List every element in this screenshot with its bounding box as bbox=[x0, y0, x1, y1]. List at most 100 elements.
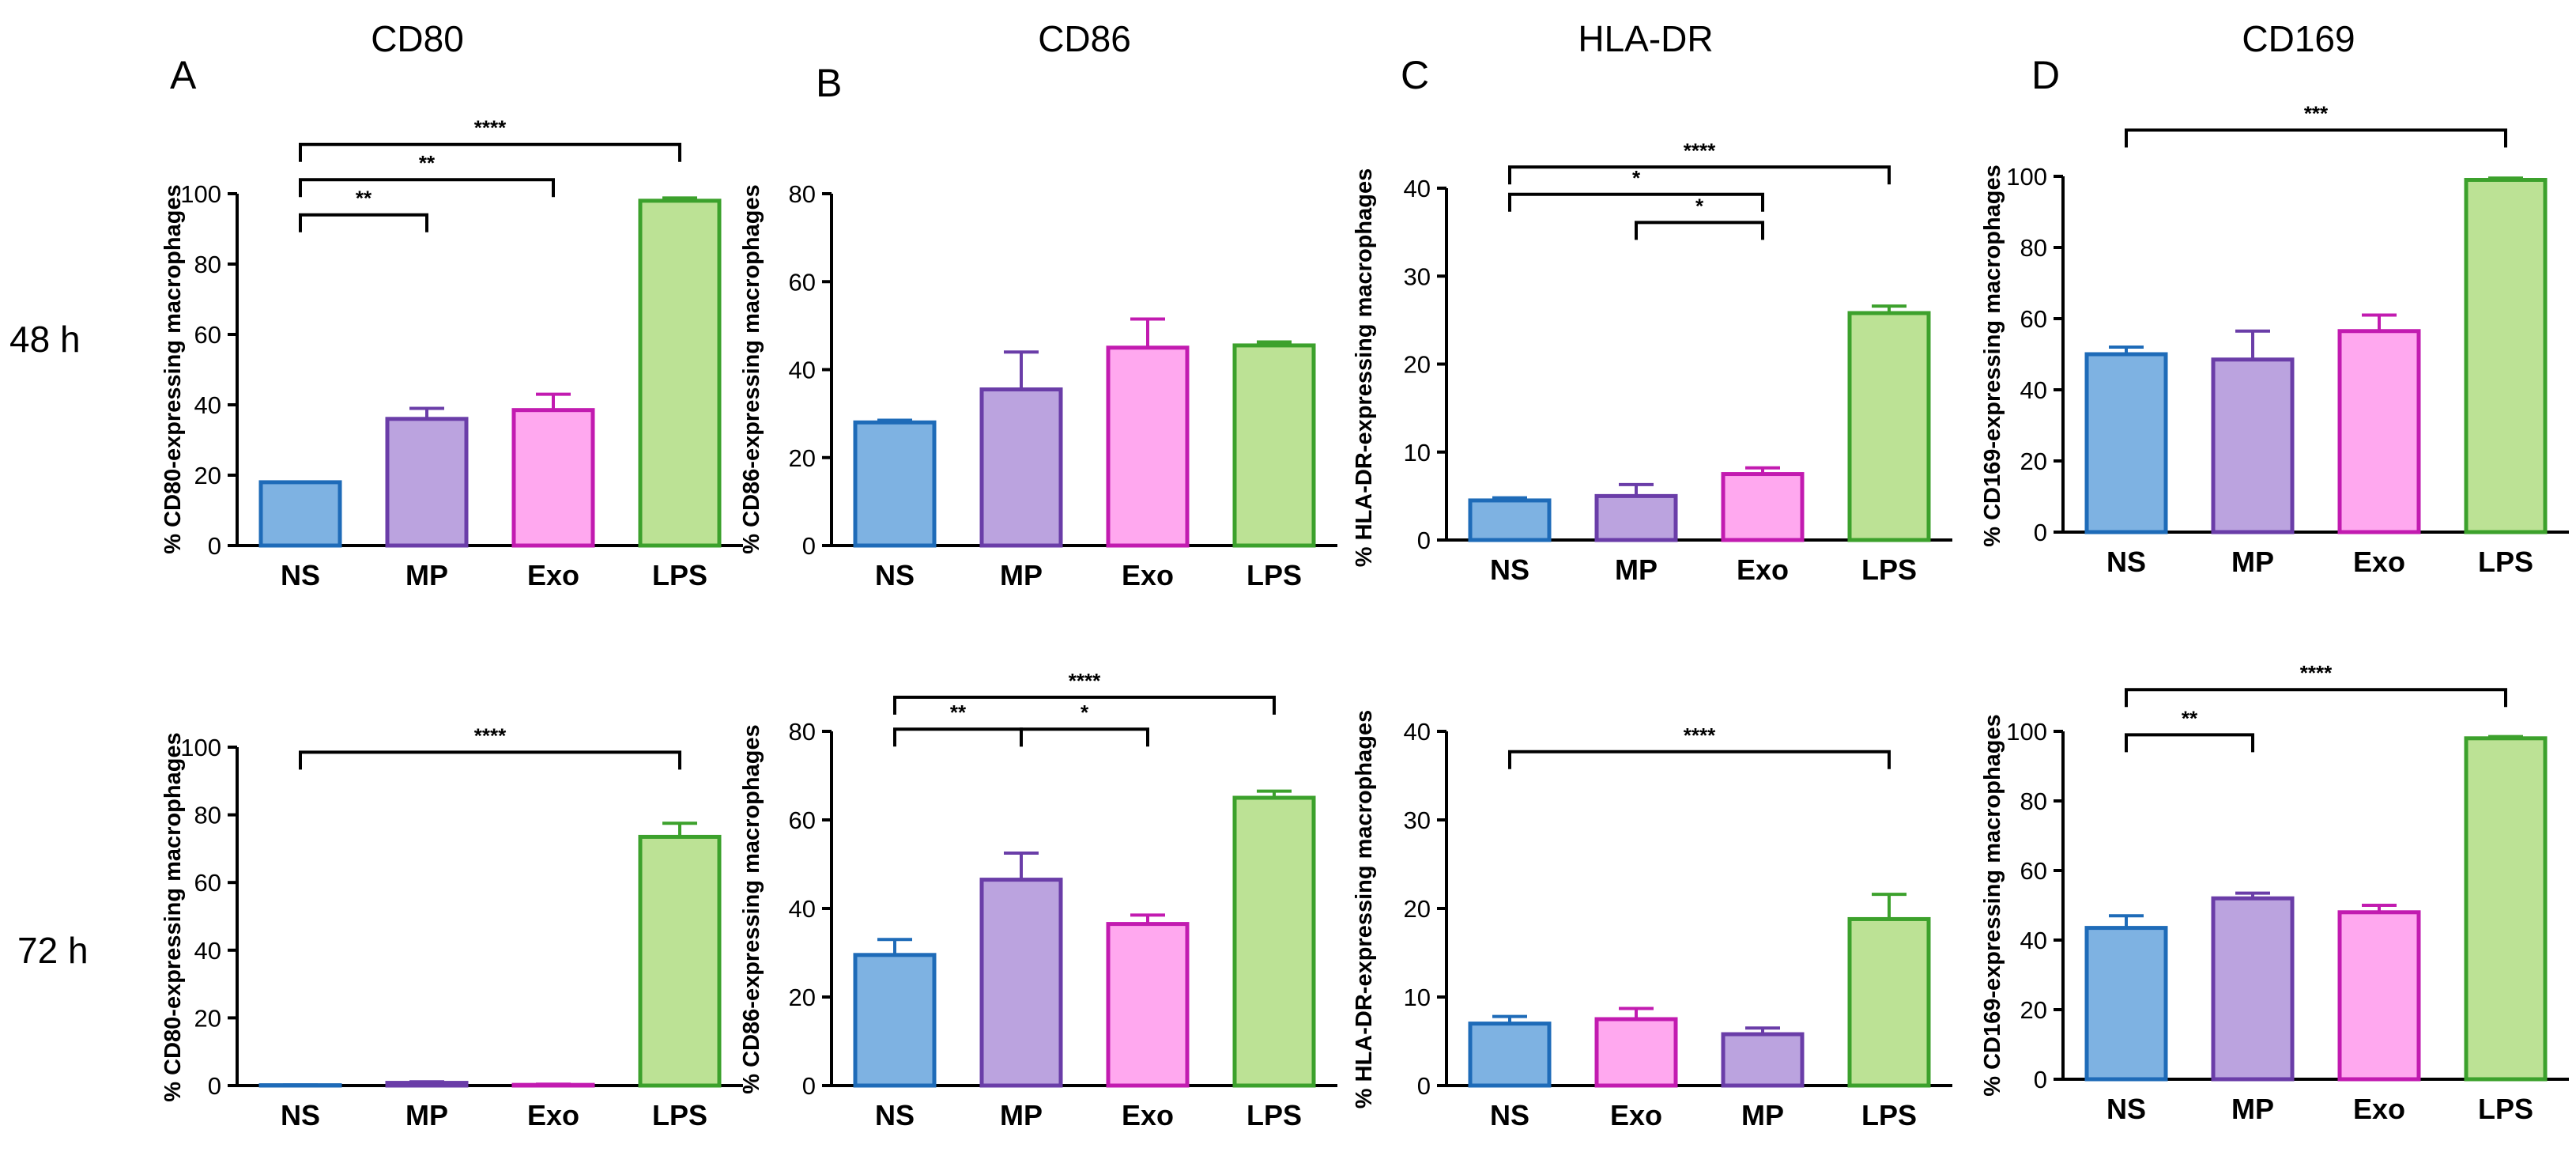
category-label-ns: NS bbox=[281, 559, 320, 591]
y-tick-label: 40 bbox=[1404, 175, 1431, 202]
y-axis-label: % CD80-expressing macrophages bbox=[160, 184, 186, 553]
category-label-lps: LPS bbox=[652, 559, 707, 591]
y-tick-label: 20 bbox=[2020, 996, 2047, 1024]
bar-ns bbox=[2084, 352, 2168, 534]
y-tick-label: 80 bbox=[789, 180, 816, 208]
y-tick-label: 0 bbox=[802, 1072, 816, 1100]
y-tick-label: 60 bbox=[789, 806, 816, 834]
significance-bracket bbox=[299, 750, 681, 770]
bar-lps bbox=[638, 834, 722, 1088]
bar-ns bbox=[853, 953, 937, 1088]
y-tick-label: 40 bbox=[789, 895, 816, 923]
bar-ns bbox=[853, 420, 937, 548]
category-label-lps: LPS bbox=[652, 1099, 707, 1131]
category-label-lps: LPS bbox=[1861, 553, 1917, 586]
significance-label: * bbox=[1632, 166, 1641, 190]
significance-bracket bbox=[893, 695, 1276, 715]
category-label-mp: MP bbox=[1615, 553, 1658, 586]
panel-d-letter: D bbox=[2031, 53, 2060, 97]
bar-mp bbox=[1594, 493, 1678, 542]
significance-bracket bbox=[2125, 733, 2254, 753]
y-tick-label: 10 bbox=[1404, 439, 1431, 466]
category-label-exo: Exo bbox=[1610, 1099, 1662, 1131]
bar-mp bbox=[979, 878, 1063, 1088]
significance-label: **** bbox=[1684, 723, 1716, 747]
bar-mp bbox=[979, 387, 1063, 548]
significance-bracket bbox=[2125, 128, 2507, 148]
bar-lps bbox=[1232, 795, 1316, 1088]
y-tick-label: 100 bbox=[2006, 718, 2047, 746]
category-label-lps: LPS bbox=[2478, 1093, 2533, 1125]
significance-label: **** bbox=[2300, 661, 2333, 685]
bar-lps bbox=[638, 198, 722, 548]
category-label-ns: NS bbox=[875, 1099, 915, 1131]
category-label-exo: Exo bbox=[2353, 546, 2405, 578]
significance-label: **** bbox=[1684, 138, 1716, 162]
significance-bracket bbox=[2125, 688, 2507, 708]
bar-ns bbox=[1468, 498, 1552, 542]
chart-cd86-48h: 0 20 40 60 80 % CD86-expressing macrophages NS… bbox=[739, 180, 1337, 591]
significance-bracket bbox=[299, 142, 681, 162]
category-label-ns: NS bbox=[2106, 546, 2146, 578]
y-tick-label: 20 bbox=[789, 984, 816, 1011]
y-tick-label: 40 bbox=[194, 391, 221, 419]
y-tick-label: 20 bbox=[789, 444, 816, 472]
significance-bracket bbox=[1508, 192, 1764, 212]
significance-bracket bbox=[1020, 727, 1149, 747]
y-tick-label: 100 bbox=[180, 734, 221, 761]
y-tick-label: 80 bbox=[194, 802, 221, 829]
chart-cd169-48h: 0 20 40 60 80 100% CD169-expressing macrophag… bbox=[1980, 102, 2569, 578]
y-tick-label: 80 bbox=[2020, 234, 2047, 262]
category-label-lps: LPS bbox=[1247, 559, 1302, 591]
bar-exo bbox=[1106, 922, 1190, 1088]
y-tick-label: 40 bbox=[789, 357, 816, 384]
category-label-exo: Exo bbox=[1122, 559, 1174, 591]
row-label-48h: 48 h bbox=[9, 319, 81, 360]
y-tick-label: 80 bbox=[194, 251, 221, 278]
category-label-exo: Exo bbox=[527, 1099, 579, 1131]
category-label-mp: MP bbox=[2231, 546, 2274, 578]
chart-cd80-72h: 0 20 40 60 80 100% CD80-expressing macrophage… bbox=[160, 723, 743, 1131]
y-tick-label: 30 bbox=[1404, 262, 1431, 290]
category-label-mp: MP bbox=[1000, 1099, 1043, 1131]
bar-ns bbox=[2084, 926, 2168, 1082]
significance-bracket bbox=[299, 178, 555, 198]
panel-b-letter: B bbox=[816, 61, 842, 105]
significance-label: * bbox=[1695, 194, 1704, 217]
panel-d-title: CD169 bbox=[2242, 18, 2355, 59]
category-label-mp: MP bbox=[1000, 559, 1043, 591]
significance-label: * bbox=[1081, 701, 1089, 724]
category-label-mp: MP bbox=[2231, 1093, 2274, 1125]
panel-b-title: CD86 bbox=[1038, 18, 1131, 59]
bar-mp bbox=[385, 417, 469, 548]
bar-exo bbox=[511, 408, 595, 548]
significance-label: **** bbox=[1069, 669, 1101, 693]
bar-lps bbox=[1232, 343, 1316, 548]
bar-exo bbox=[2337, 910, 2421, 1082]
y-tick-label: 60 bbox=[194, 321, 221, 349]
y-tick-label: 0 bbox=[208, 1072, 221, 1100]
chart-hladr-48h: 0 10 20 30 40 % HLA-DR-expressing macrophages… bbox=[1352, 138, 1952, 586]
bar-mp bbox=[2211, 896, 2295, 1082]
y-tick-label: 0 bbox=[1417, 527, 1431, 554]
bar-mp bbox=[2211, 357, 2295, 534]
category-label-exo: Exo bbox=[1737, 553, 1789, 586]
y-tick-label: 10 bbox=[1404, 984, 1431, 1011]
y-tick-label: 30 bbox=[1404, 806, 1431, 834]
bar-ns bbox=[258, 480, 342, 548]
significance-label: **** bbox=[474, 723, 507, 747]
y-tick-label: 60 bbox=[2020, 305, 2047, 333]
chart-hladr-72h: 0 10 20 30 40 % HLA-DR-expressing macrophages… bbox=[1352, 710, 1952, 1131]
y-axis-label: % HLA-DR-expressing macrophages bbox=[1352, 168, 1377, 567]
bar-exo bbox=[1721, 472, 1805, 542]
category-label-lps: LPS bbox=[2478, 546, 2533, 578]
panel-a-letter: A bbox=[170, 53, 197, 97]
category-label-ns: NS bbox=[875, 559, 915, 591]
bar-lps bbox=[1847, 311, 1931, 542]
chart-cd80-48h: 0 20 40 60 80 100% CD80-expressing macrophage… bbox=[160, 116, 743, 591]
y-tick-label: 60 bbox=[194, 869, 221, 897]
y-axis-label: % CD86-expressing macrophages bbox=[739, 184, 764, 553]
significance-bracket bbox=[1635, 221, 1764, 240]
y-tick-label: 20 bbox=[2020, 448, 2047, 475]
